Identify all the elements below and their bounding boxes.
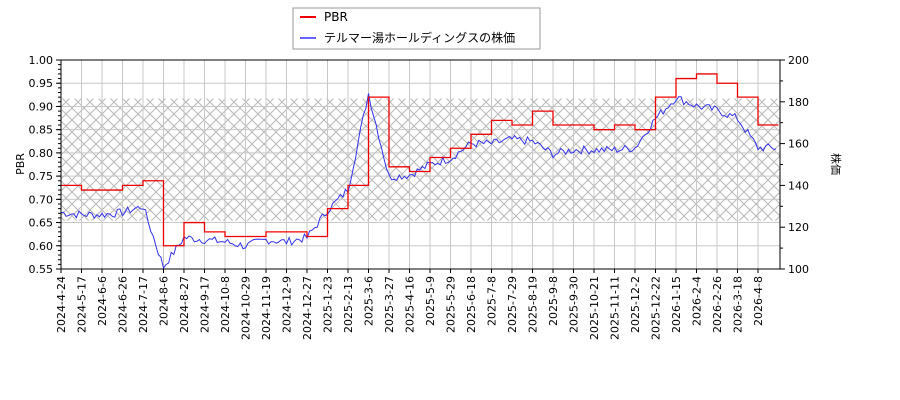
x-tick-label: 2025-12-22: [650, 276, 663, 340]
x-tick-label: 2025-10-21: [588, 276, 601, 340]
x-tick-label: 2026-2-4: [691, 276, 704, 326]
x-tick-label: 2024-9-17: [199, 276, 212, 333]
left-tick-label: 0.55: [29, 263, 54, 276]
right-tick-label: 140: [788, 179, 809, 192]
x-tick-label: 2025-5-29: [445, 276, 458, 333]
right-tick-label: 200: [788, 54, 809, 67]
right-axis-title: 株価: [829, 153, 843, 175]
x-tick-label: 2025-3-6: [363, 276, 376, 326]
right-tick-label: 180: [788, 96, 809, 109]
left-tick-label: 0.60: [29, 240, 54, 253]
left-tick-label: 0.95: [29, 77, 54, 90]
left-tick-label: 0.75: [29, 170, 54, 183]
price-series-line: [61, 93, 776, 269]
right-tick-label: 160: [788, 138, 809, 151]
x-tick-label: 2025-12-2: [629, 276, 642, 333]
x-tick-label: 2025-5-9: [424, 276, 437, 326]
left-tick-label: 0.70: [29, 193, 54, 206]
x-tick-label: 2025-3-27: [383, 276, 396, 333]
x-tick-label: 2025-7-8: [486, 276, 499, 326]
left-tick-label: 0.80: [29, 147, 54, 160]
x-tick-label: 2024-12-9: [281, 276, 294, 333]
x-tick-label: 2024-10-29: [240, 276, 253, 340]
x-tick-label: 2024-5-17: [76, 276, 89, 333]
x-tick-label: 2026-3-18: [732, 276, 745, 333]
x-tick-label: 2024-4-24: [55, 276, 68, 333]
shaded-band: [61, 98, 780, 221]
left-tick-label: 0.85: [29, 124, 54, 137]
right-axis: 200 180 160 140 120 100: [780, 54, 809, 276]
x-tick-label: 2024-6-26: [117, 276, 130, 333]
left-axis-title: PBR: [14, 153, 27, 175]
x-tick-label: 2024-11-19: [260, 276, 273, 340]
left-axis: 1.00 0.95 0.90 0.85 0.80 0.75 0.70 0.65 0.60 0.55: [29, 54, 61, 276]
x-tick-label: 2025-1-23: [322, 276, 335, 333]
legend: PBR テルマー湯ホールディングスの株価: [292, 7, 541, 50]
x-axis: 2024-4-24 2024-5-17 2024-6-6 2024-6-26 2024-…: [55, 269, 765, 340]
right-tick-label: 120: [788, 221, 809, 234]
x-tick-label: 2024-12-27: [301, 276, 314, 340]
x-tick-label: 2025-6-18: [465, 276, 478, 333]
legend-pbr-label: PBR: [324, 10, 348, 24]
left-tick-label: 1.00: [29, 54, 54, 67]
left-tick-label: 0.65: [29, 217, 54, 230]
x-tick-label: 2024-6-6: [96, 276, 109, 326]
x-tick-label: 2026-4-8: [752, 276, 765, 326]
x-tick-label: 2024-10-8: [219, 276, 232, 333]
pbr-series-line: [61, 73, 779, 247]
x-tick-label: 2025-4-16: [404, 276, 417, 333]
right-tick-label: 100: [788, 263, 809, 276]
x-tick-label: 2025-9-8: [547, 276, 560, 326]
x-tick-label: 2024-7-17: [137, 276, 150, 333]
x-tick-label: 2025-7-29: [506, 276, 519, 333]
x-tick-label: 2025-8-19: [527, 276, 540, 333]
x-tick-label: 2026-2-26: [711, 276, 724, 333]
left-tick-label: 0.90: [29, 100, 54, 113]
x-tick-label: 2024-8-27: [178, 276, 191, 333]
x-tick-label: 2025-11-11: [609, 276, 622, 340]
x-tick-label: 2026-1-15: [670, 276, 683, 333]
legend-price-label: テルマー湯ホールディングスの株価: [324, 30, 515, 45]
x-tick-label: 2025-9-30: [568, 276, 581, 333]
x-tick-label: 2025-2-13: [342, 276, 355, 333]
x-tick-label: 2024-8-6: [158, 276, 171, 326]
